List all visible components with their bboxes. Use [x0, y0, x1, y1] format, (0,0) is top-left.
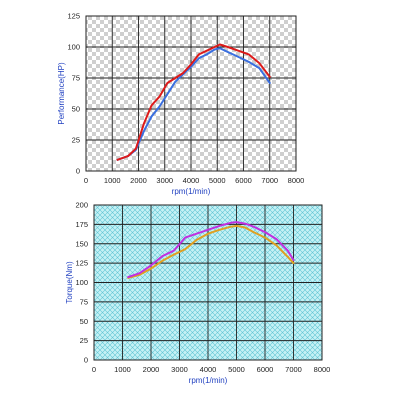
performance-x-tick-label: 1000: [104, 176, 121, 185]
performance-plot-frame: [85, 15, 297, 172]
performance-x-tick-label: 0: [84, 176, 88, 185]
torque-x-tick-label: 3000: [171, 365, 188, 374]
torque-x-tick-label: 8000: [314, 365, 331, 374]
torque-y-tick-label: 200: [75, 201, 88, 210]
torque-series-0-line: [127, 224, 295, 279]
torque-y-tick-label: 25: [80, 336, 88, 345]
performance-y-tick-label: 125: [67, 12, 80, 21]
performance-x-tick-label: 3000: [156, 176, 173, 185]
performance-y-tick-label: 0: [76, 167, 80, 176]
performance-x-tick-label: 4000: [183, 176, 200, 185]
torque-x-axis-title: rpm(1/min): [189, 376, 228, 385]
torque-y-tick-label: 50: [80, 317, 88, 326]
performance-series-1-line: [116, 43, 271, 161]
performance-x-tick-label: 5000: [209, 176, 226, 185]
performance-y-tick-label: 50: [72, 105, 80, 114]
performance-series-0-line: [116, 47, 271, 161]
torque-x-tick-label: 2000: [143, 365, 160, 374]
torque-y-tick-label: 175: [75, 220, 88, 229]
performance-x-tick-label: 2000: [130, 176, 147, 185]
torque-chart: 0 1000 2000 3000 4000 5000 6000 7000 8000 0 25 50 75…: [65, 201, 330, 386]
performance-y-tick-label: 75: [72, 74, 80, 83]
performance-y-tick-label: 100: [67, 43, 80, 52]
performance-y-tick-label: 25: [72, 136, 80, 145]
torque-x-tick-label: 6000: [257, 365, 274, 374]
performance-y-axis-title: Performance(HP): [57, 62, 66, 125]
performance-chart: 0 1000 2000 3000 4000 5000 6000 7000 8000 0 25 50 75…: [57, 12, 304, 197]
performance-x-tick-label: 6000: [235, 176, 252, 185]
torque-x-tick-label: 7000: [285, 365, 302, 374]
torque-series-1-line: [127, 221, 295, 279]
torque-x-tick-label: 0: [92, 365, 96, 374]
torque-y-tick-label: 0: [84, 356, 88, 365]
performance-x-tick-label: 7000: [261, 176, 278, 185]
torque-x-tick-label: 4000: [200, 365, 217, 374]
torque-plot-frame: [93, 204, 323, 361]
performance-x-axis-title: rpm(1/min): [172, 187, 211, 196]
torque-y-tick-label: 125: [75, 259, 88, 268]
torque-y-tick-label: 75: [80, 297, 88, 306]
torque-y-tick-label: 150: [75, 239, 88, 248]
torque-y-axis-title: Torque(Nm): [65, 261, 74, 304]
torque-x-tick-label: 1000: [114, 365, 131, 374]
performance-x-tick-label: 8000: [288, 176, 305, 185]
torque-y-tick-label: 100: [75, 278, 88, 287]
torque-x-tick-label: 5000: [228, 365, 245, 374]
